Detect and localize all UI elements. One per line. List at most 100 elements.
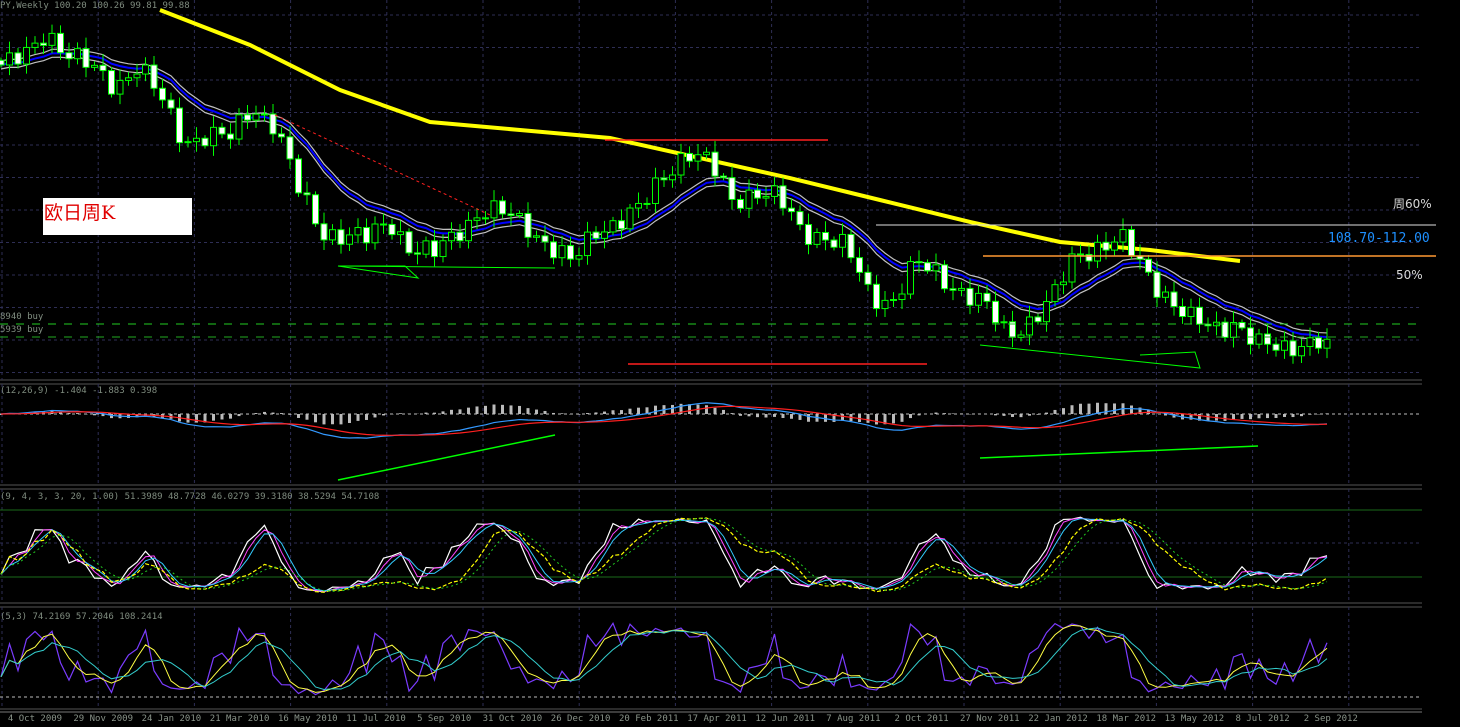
x-tick-label: 26 Dec 2010: [550, 714, 611, 724]
macd-histogram-bar: [348, 414, 351, 424]
week-60-label: 周60%: [1393, 197, 1432, 211]
x-tick-label: 7 Aug 2011: [826, 714, 881, 724]
macd-histogram-bar: [875, 414, 878, 425]
macd-histogram-bar: [543, 410, 547, 414]
macd-histogram-bar: [535, 409, 538, 414]
candle-body: [227, 133, 234, 140]
macd-histogram-bar: [110, 414, 113, 419]
candle-body: [1315, 337, 1322, 349]
candle-body: [499, 200, 506, 215]
macd-histogram-bar: [671, 404, 674, 414]
x-tick-label: 2 Oct 2011: [894, 714, 949, 724]
candle-body: [584, 231, 591, 257]
candle-body: [142, 64, 149, 75]
candle-body: [448, 231, 455, 242]
macd-histogram-bar: [271, 412, 275, 414]
macd-histogram-bar: [1291, 414, 1295, 418]
macd-divergence-line: [337, 434, 556, 481]
macd-histogram-bar: [798, 414, 802, 420]
candle-body: [728, 177, 736, 200]
stoch-slow-signal: [0, 518, 1328, 592]
candle-body: [830, 239, 838, 248]
macd-histogram-bar: [1223, 414, 1227, 421]
candle-body: [23, 46, 30, 65]
macd-histogram-bar: [1079, 403, 1082, 414]
macd-histogram-bar: [594, 412, 598, 414]
macd-histogram-bar: [807, 414, 810, 422]
candle-body: [932, 264, 940, 272]
candle-body: [176, 107, 183, 144]
candle-body: [371, 223, 379, 244]
candle-body: [1264, 333, 1271, 345]
macd-histogram-bar: [195, 414, 198, 423]
candle-body: [269, 113, 277, 135]
macd-histogram-bar: [1087, 403, 1091, 414]
macd-histogram-bar: [280, 413, 283, 414]
macd-histogram-bar: [1138, 407, 1142, 414]
candle-body: [1077, 253, 1084, 256]
macd-histogram-bar: [713, 407, 717, 414]
candle-body: [65, 52, 73, 60]
candle-body: [907, 261, 914, 295]
macd-histogram-bar: [1249, 414, 1252, 420]
candle-body: [575, 255, 583, 260]
candle-body: [133, 73, 141, 79]
candle-body: [890, 299, 897, 302]
candle-body: [1119, 229, 1127, 243]
macd-histogram-bar: [790, 414, 793, 419]
candle-body: [975, 292, 982, 306]
candle-body: [881, 299, 889, 310]
macd-histogram-bar: [1232, 414, 1235, 420]
macd-histogram-bar: [399, 413, 402, 414]
candle-body: [1000, 321, 1008, 324]
x-tick-label: 27 Nov 2011: [959, 714, 1020, 724]
x-tick-label: 29 Nov 2009: [73, 714, 133, 724]
macd-histogram-bar: [781, 414, 785, 418]
candle-body: [771, 185, 778, 197]
macd-histogram-bar: [637, 407, 640, 414]
macd-histogram-bar: [586, 413, 589, 414]
candle-body: [1272, 343, 1280, 351]
macd-histogram-bar: [212, 414, 215, 421]
candle-body: [490, 200, 498, 219]
macd-histogram-bar: [518, 405, 521, 414]
candle-body: [677, 152, 685, 176]
macd-histogram-bar: [688, 404, 691, 414]
macd-histogram-bar: [441, 411, 445, 414]
candle-body: [686, 152, 693, 162]
macd-histogram-bar: [475, 406, 479, 414]
candle-body: [1306, 337, 1314, 348]
x-tick-label: 2 Sep 2012: [1303, 714, 1358, 724]
candle-body: [737, 198, 744, 209]
x-tick-label: 20 Feb 2011: [618, 714, 679, 724]
macd-histogram-bar: [254, 413, 258, 414]
candle-body: [720, 175, 727, 179]
macd-histogram-bar: [186, 414, 190, 423]
candle-body: [796, 211, 804, 226]
macd-histogram-bar: [1198, 414, 1201, 421]
candle-body: [856, 257, 863, 273]
candle-body: [82, 48, 90, 68]
macd-histogram-bar: [1283, 414, 1286, 417]
macd-histogram-bar: [951, 413, 955, 414]
macd-histogram-bar: [305, 414, 309, 420]
macd-histogram-bar: [883, 414, 887, 425]
x-tick-label: 12 Jun 2011: [755, 714, 815, 724]
candle-body: [1111, 241, 1118, 251]
candle-body: [473, 217, 481, 221]
candle-body: [1051, 284, 1059, 303]
candle-body: [108, 70, 115, 95]
macd-divergence-line: [979, 445, 1259, 459]
stoch-slow-line: [0, 517, 1328, 593]
candle-body: [380, 223, 387, 226]
macd-histogram-bar: [1045, 412, 1048, 414]
candle-body: [567, 245, 574, 260]
candle-body: [779, 185, 787, 209]
chart-title-label: 欧日周K: [43, 198, 192, 235]
macd-histogram-bar: [84, 414, 88, 415]
candle-body: [652, 177, 659, 204]
candle-body: [40, 42, 47, 46]
macd-histogram-bar: [331, 414, 334, 425]
candle-body: [813, 232, 821, 245]
macd-histogram-bar: [246, 414, 249, 415]
